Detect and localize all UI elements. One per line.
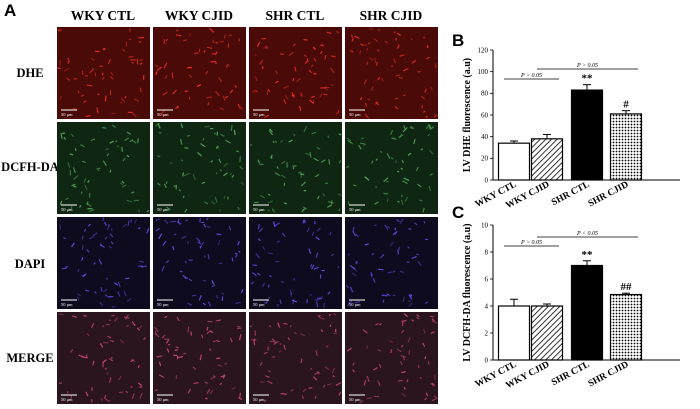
comparison-p-value: P > 0.05 <box>576 63 598 69</box>
micrograph-merge-shr-ctl: 50 μm <box>249 312 342 404</box>
scale-bar-label: 50 μm <box>157 397 169 402</box>
column-header-shr-ctl: SHR CTL <box>266 8 325 23</box>
scale-bar-label: 50 μm <box>349 207 361 212</box>
panel-a-letter: A <box>4 1 16 20</box>
y-tick-label: 60 <box>481 111 489 119</box>
micrograph-dapi-shr-ctl: 50 μm <box>249 217 342 309</box>
scale-bar-label: 50 μm <box>61 302 73 307</box>
y-tick-label: 10 <box>481 221 489 229</box>
row-label-merge: MERGE <box>6 351 53 365</box>
scale-bar-label: 50 μm <box>157 112 169 117</box>
column-header-wky-cjid: WKY CJID <box>165 8 233 23</box>
y-tick-label: 100 <box>478 68 489 76</box>
micrograph-dcfh-da-shr-cjid: 50 μm <box>345 122 438 214</box>
bar-shr-cjid <box>609 293 643 361</box>
micrograph-merge-wky-cjid: 50 μm <box>153 312 246 404</box>
comparison-p-value: P > 0.05 <box>520 73 542 79</box>
micrograph-dapi-shr-cjid: 50 μm <box>345 217 438 309</box>
comparison-p-value: P < 0.05 <box>576 231 598 237</box>
bar-wky-ctl <box>497 142 531 181</box>
micrograph-dhe-shr-ctl: 50 μm <box>249 27 342 119</box>
micrograph-dhe-wky-cjid: 50 μm <box>153 27 246 119</box>
y-tick-label: 80 <box>481 90 489 98</box>
comparison-p-value: P > 0.05 <box>520 240 542 246</box>
x-category-label: SHR CJID <box>587 180 631 210</box>
scale-bar-label: 50 μm <box>61 397 73 402</box>
scale-bar-label: 50 μm <box>253 207 265 212</box>
panel-b-letter: B <box>452 31 464 50</box>
row-label-dcfh-da: DCFH-DA <box>1 160 59 174</box>
significance-mark: # <box>623 99 629 111</box>
column-header-wky-ctl: WKY CTL <box>71 8 135 23</box>
scale-bar-label: 50 μm <box>253 112 265 117</box>
bar-wky-ctl <box>497 305 531 361</box>
scale-bar-label: 50 μm <box>61 112 73 117</box>
scale-bar-label: 50 μm <box>253 302 265 307</box>
micrograph-dcfh-da-shr-ctl: 50 μm <box>249 122 342 214</box>
y-axis-label: LV DCFH-DA fluorescence (a.u) <box>462 223 473 361</box>
micrograph-merge-wky-ctl: 50 μm <box>57 312 150 404</box>
micrograph-dapi-wky-cjid: 50 μm <box>153 217 246 309</box>
panel-c-letter: C <box>452 203 464 222</box>
micrograph-grid: 50 μm 50 μm 50 μm 50 μm 50 μm 50 μm 50 μm 50 μm… <box>57 27 438 404</box>
chart-dhe-fluorescence: 0 20 40 60 80 100 120 LV DHE fluorescence (a.u)… <box>462 46 680 211</box>
micrograph-dcfh-da-wky-cjid: 50 μm <box>153 122 246 214</box>
bar-shr-cjid <box>609 113 643 181</box>
scale-bar-label: 50 μm <box>61 207 73 212</box>
micrograph-dcfh-da-wky-ctl: 50 μm <box>57 122 150 214</box>
y-tick-label: 40 <box>481 133 489 141</box>
significance-mark: ## <box>621 281 633 293</box>
micrograph-dapi-wky-ctl: 50 μm <box>57 217 150 309</box>
significance-mark: ** <box>582 249 594 261</box>
column-header-shr-cjid: SHR CJID <box>360 8 423 23</box>
y-tick-label: 20 <box>481 155 489 163</box>
micrograph-dhe-wky-ctl: 50 μm <box>57 27 150 119</box>
y-axis-label: LV DHE fluorescence (a.u) <box>462 58 473 172</box>
y-tick-label: 0 <box>485 176 489 184</box>
scale-bar-label: 50 μm <box>349 302 361 307</box>
scale-bar-label: 50 μm <box>253 397 265 402</box>
x-category-label: SHR CTL <box>550 180 591 208</box>
significance-mark: ** <box>582 73 594 85</box>
x-category-label: SHR CTL <box>550 360 591 388</box>
scale-bar-label: 50 μm <box>349 112 361 117</box>
bar-shr-ctl <box>570 89 604 181</box>
bar-shr-ctl <box>570 264 604 361</box>
bar-wky-cjid <box>530 305 564 361</box>
x-category-label: SHR CJID <box>587 360 631 390</box>
y-tick-label: 8 <box>485 248 489 256</box>
micrograph-dhe-shr-cjid: 50 μm <box>345 27 438 119</box>
y-tick-label: 4 <box>485 302 489 310</box>
y-tick-label: 6 <box>485 275 489 283</box>
bar-wky-cjid <box>530 138 564 181</box>
y-tick-label: 0 <box>485 356 489 364</box>
y-tick-label: 120 <box>478 46 489 54</box>
micrograph-merge-shr-cjid: 50 μm <box>345 312 438 404</box>
y-tick-label: 2 <box>485 329 489 337</box>
scale-bar-label: 50 μm <box>157 302 169 307</box>
row-label-dapi: DAPI <box>15 257 46 271</box>
scale-bar-label: 50 μm <box>157 207 169 212</box>
row-label-dhe: DHE <box>16 66 43 80</box>
scale-bar-label: 50 μm <box>349 397 361 402</box>
